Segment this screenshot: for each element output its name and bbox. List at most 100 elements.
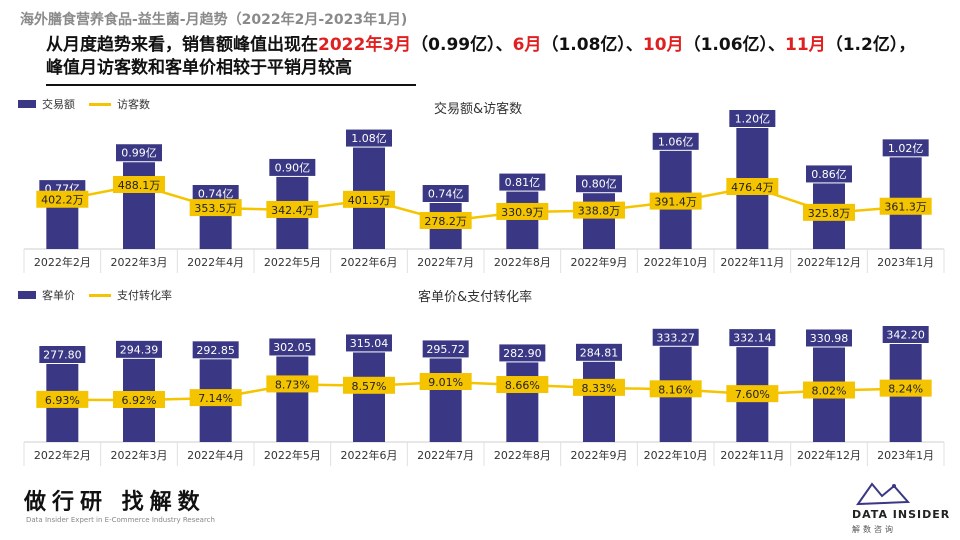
line-value-label: 330.9万 xyxy=(501,206,544,219)
line-label-box xyxy=(266,200,319,218)
bar-value-label: 0.86亿 xyxy=(811,168,847,181)
line-value-label: 476.4万 xyxy=(731,181,774,194)
bar-value-label: 332.14 xyxy=(733,332,772,345)
bar-value-label: 302.05 xyxy=(273,341,312,354)
bar-label-box xyxy=(269,338,316,356)
category-label: 2022年6月 xyxy=(341,448,398,462)
bar xyxy=(506,191,539,249)
line-label-box xyxy=(649,380,702,398)
headline-text: （1.2亿） xyxy=(825,35,899,55)
line-label-box xyxy=(113,176,165,193)
legend-swatch-bar xyxy=(18,100,36,108)
bar-label-box xyxy=(652,132,699,150)
line-label-box xyxy=(419,212,472,229)
line-value-label: 7.60% xyxy=(735,388,770,401)
line-value-label: 278.2万 xyxy=(424,215,467,228)
line-label-box xyxy=(573,378,625,396)
brand-slogan: 做行研 找解数 xyxy=(24,490,206,515)
bar-value-label: 0.80亿 xyxy=(581,178,617,191)
category-label: 2022年11月 xyxy=(720,448,784,462)
line-value-label: 8.66% xyxy=(505,379,540,392)
category-label: 2022年3月 xyxy=(111,255,168,269)
bar-value-label: 295.72 xyxy=(426,343,465,356)
category-label: 2023年1月 xyxy=(877,255,934,269)
headline-highlight: 6月 xyxy=(512,35,542,55)
brand-tagline: Data Insider Expert in E-Commerce Indust… xyxy=(26,516,215,524)
legend-swatch-line xyxy=(89,102,111,106)
bar-label-box xyxy=(882,326,929,343)
line-value-label: 6.92% xyxy=(122,394,157,407)
bar-label-box xyxy=(192,185,239,202)
line-value-label: 401.5万 xyxy=(348,194,391,207)
headline-highlight: 2022年3月 xyxy=(318,35,412,55)
category-label: 2022年11月 xyxy=(720,255,784,269)
bar-value-label: 0.81亿 xyxy=(505,176,541,189)
page-subtitle: 海外膳食营养食品-益生菌-月趋势（2022年2月-2023年1月) xyxy=(20,12,408,28)
headline-underline xyxy=(46,84,416,86)
line-value-label: 353.5万 xyxy=(194,202,237,215)
bar-value-label: 1.20亿 xyxy=(735,113,771,126)
category-label: 2022年9月 xyxy=(571,448,628,462)
bar-label-box xyxy=(116,144,162,162)
logo-text: DATA INSIDER xyxy=(852,508,951,521)
chart2-svg: 277.80 2022年2月 294.39 2022年3月 292.85 2022年4月 3… xyxy=(23,326,945,466)
bar-value-label: 1.02亿 xyxy=(888,142,924,155)
bar-label-box xyxy=(346,129,392,147)
line-value-label: 402.2万 xyxy=(41,194,84,207)
line-label-box xyxy=(113,391,165,408)
chart2-legend: 客单价 支付转化率 xyxy=(18,287,172,303)
category-label: 2022年3月 xyxy=(111,448,168,462)
line-label-box xyxy=(803,203,855,221)
line-value-label: 7.14% xyxy=(198,392,233,405)
category-label: 2022年12月 xyxy=(797,448,861,462)
category-label: 2022年9月 xyxy=(571,255,628,269)
category-label: 2022年5月 xyxy=(264,255,321,269)
line-value-label: 338.8万 xyxy=(578,205,621,218)
headline-text: ，峰值月访客数和客单价相较于平销月较高 xyxy=(46,35,916,78)
category-label: 2022年2月 xyxy=(34,255,91,269)
series-line xyxy=(62,380,906,402)
bar-label-box xyxy=(729,329,776,347)
bar xyxy=(276,356,309,442)
bar-label-box xyxy=(499,344,546,362)
line-value-label: 391.4万 xyxy=(654,196,697,209)
bar-label-box xyxy=(499,173,546,191)
legend-label-aov: 客单价 xyxy=(42,289,75,302)
logo-subtext: 解数咨询 xyxy=(852,525,896,534)
bar-value-label: 0.99亿 xyxy=(121,147,157,160)
bar xyxy=(353,352,385,442)
line-value-label: 6.93% xyxy=(45,394,80,407)
chart1-legend: 交易额 访客数 xyxy=(18,96,150,112)
chart2-title: 客单价&支付转化率 xyxy=(418,290,533,305)
data-insider-logo: DATA INSIDER 解数咨询 xyxy=(852,480,952,536)
bar-label-box xyxy=(422,185,469,202)
bar-value-label: 315.04 xyxy=(350,337,389,350)
line-value-label: 342.4万 xyxy=(271,204,314,217)
category-label: 2022年5月 xyxy=(264,448,321,462)
bar-value-label: 0.74亿 xyxy=(428,188,464,201)
line-label-box xyxy=(879,379,932,397)
bar-label-box xyxy=(652,328,699,346)
logo-mark-icon xyxy=(856,482,911,506)
line-label-box xyxy=(36,190,89,208)
line-label-box xyxy=(189,199,242,217)
chart1-svg: 0.77亿2022年2月0.99亿2022年3月0.74亿2022年4月0.90… xyxy=(23,110,945,273)
category-label: 2022年4月 xyxy=(187,255,244,269)
bar-label-box xyxy=(576,175,622,193)
line-label-box xyxy=(343,190,395,208)
line-value-label: 8.16% xyxy=(658,383,693,396)
line-value-label: 8.02% xyxy=(812,385,847,398)
legend-label-conversion: 支付转化率 xyxy=(117,289,172,302)
line-value-label: 488.1万 xyxy=(118,179,161,192)
bar-value-label: 294.39 xyxy=(120,343,159,356)
category-label: 2022年4月 xyxy=(187,448,244,462)
line-label-box xyxy=(419,373,472,390)
line-label-box xyxy=(266,375,319,393)
bar-label-box xyxy=(269,158,316,176)
bar-value-label: 0.74亿 xyxy=(198,188,234,201)
series-line xyxy=(62,183,906,223)
line-label-box xyxy=(573,201,625,219)
bar-value-label: 333.27 xyxy=(656,331,695,344)
bar-value-label: 292.85 xyxy=(196,344,235,357)
line-value-label: 8.33% xyxy=(582,382,617,395)
